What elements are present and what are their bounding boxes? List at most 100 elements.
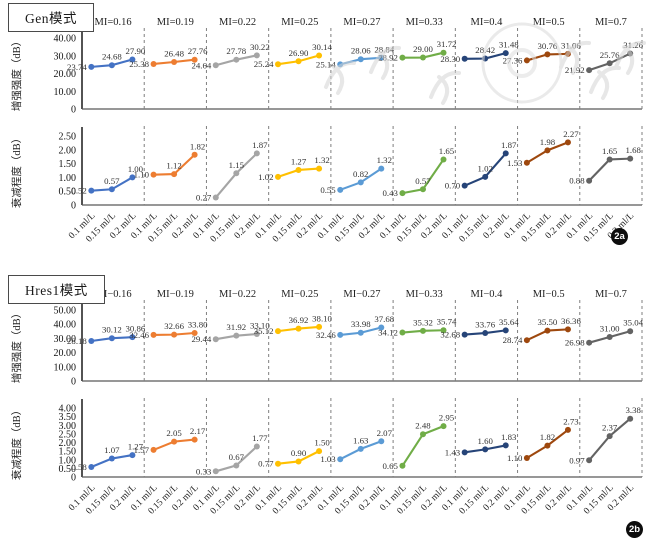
data-label: 0.65 xyxy=(383,461,399,471)
data-point xyxy=(586,67,593,74)
data-point xyxy=(502,50,509,57)
data-point xyxy=(129,334,136,341)
data-point xyxy=(212,194,219,201)
data-label: 27.76 xyxy=(188,46,208,56)
data-point xyxy=(129,174,136,181)
data-point xyxy=(337,331,344,338)
data-point xyxy=(88,463,95,470)
data-label: 1.15 xyxy=(229,160,245,170)
group-title: MI−0.19 xyxy=(157,289,194,300)
panel-hres1-mode-label: Hres1模式 xyxy=(8,275,105,304)
data-point xyxy=(150,60,157,67)
data-label: 0.57 xyxy=(415,176,431,186)
data-point xyxy=(482,330,489,337)
y-tick-label: 2.50 xyxy=(59,132,77,143)
data-label: 25.38 xyxy=(129,59,149,69)
panel-gen-chart: MI=0.16 MI=0.19 MI=0.22 MI=0.25 MI=0.27 MI=0.… xyxy=(10,17,646,245)
data-point xyxy=(212,336,219,343)
data-point xyxy=(275,328,281,335)
data-label: 33.98 xyxy=(351,319,371,329)
panel-gen-badge: 2a xyxy=(611,228,628,245)
data-label: 31.92 xyxy=(226,322,246,332)
data-point xyxy=(461,449,468,456)
data-point xyxy=(108,186,115,193)
group-title: MI=0.27 xyxy=(343,17,380,28)
data-label: 24.68 xyxy=(102,52,122,62)
data-point xyxy=(191,56,198,63)
data-label: 26.90 xyxy=(289,48,309,58)
data-label: 32.46 xyxy=(129,330,149,340)
data-label: 29.00 xyxy=(413,44,433,54)
group-title: MI−0.4 xyxy=(470,289,503,300)
data-point xyxy=(523,455,530,462)
data-point xyxy=(357,179,364,186)
data-label: 25.24 xyxy=(254,59,274,69)
data-point xyxy=(586,339,593,346)
data-label: 25.14 xyxy=(316,59,336,69)
group-title: MI−0.25 xyxy=(281,289,318,300)
data-label: 1.82 xyxy=(540,432,555,442)
data-label: 35.12 xyxy=(254,326,274,336)
group-title: MI−0.16 xyxy=(95,289,132,300)
y-tick-label: 0 xyxy=(71,201,76,212)
y-axis-label: 增强强度（dB） xyxy=(10,308,23,383)
data-point xyxy=(253,330,260,337)
data-point xyxy=(295,58,302,65)
data-point xyxy=(461,182,468,189)
group-title: MI−0.22 xyxy=(219,289,256,300)
group-title: MI−0.7 xyxy=(595,289,627,300)
data-label: 1.87 xyxy=(501,140,517,150)
group-title: MI−0.27 xyxy=(343,289,380,300)
data-label: 1.87 xyxy=(252,140,268,150)
data-label: 24.64 xyxy=(191,60,211,70)
y-tick-label: 40.00 xyxy=(54,320,77,331)
y-axis-label: 增强强度（dB） xyxy=(10,36,23,111)
panel-hres1-chart: MI−0.16 MI−0.19 MI−0.22 MI−0.25 MI−0.27 MI−0.… xyxy=(10,289,644,517)
data-point xyxy=(191,151,198,158)
y-tick-label: 30.00 xyxy=(54,51,77,62)
y-tick-label: 2.50 xyxy=(59,429,77,440)
data-label: 0.58 xyxy=(71,462,87,472)
data-point xyxy=(564,426,571,433)
y-tick-label: 0.50 xyxy=(59,187,77,198)
data-point xyxy=(627,415,634,422)
data-label: 2.07 xyxy=(377,428,393,438)
data-label: 36.36 xyxy=(561,316,581,326)
data-label: 26.48 xyxy=(164,48,184,58)
data-label: 38.10 xyxy=(312,313,332,323)
data-label: 1.68 xyxy=(625,145,641,155)
data-point xyxy=(482,173,489,180)
data-label: 35.74 xyxy=(437,317,457,327)
data-label: 0.70 xyxy=(445,181,461,191)
data-point xyxy=(212,62,219,69)
data-point xyxy=(627,155,634,162)
data-label: 1.27 xyxy=(128,442,144,452)
data-label: 30.14 xyxy=(312,42,332,52)
data-point xyxy=(502,442,509,449)
data-label: 1.82 xyxy=(190,141,205,151)
data-label: 28.18 xyxy=(67,336,87,346)
data-label: 27.90 xyxy=(126,46,146,56)
data-label: 1.65 xyxy=(602,146,618,156)
watermark xyxy=(324,22,646,105)
group-title: MI−0.33 xyxy=(406,289,443,300)
data-label: 1.60 xyxy=(477,436,493,446)
data-point xyxy=(316,52,323,59)
data-label: 32.68 xyxy=(440,330,460,340)
data-point xyxy=(523,57,530,64)
data-label: 1.43 xyxy=(445,447,461,457)
data-point xyxy=(108,62,115,69)
data-label: 35.50 xyxy=(538,317,558,327)
group-title: MI=0.5 xyxy=(533,17,565,28)
data-label: 1.50 xyxy=(314,438,330,448)
data-point xyxy=(399,329,406,336)
data-point xyxy=(212,468,219,475)
data-point xyxy=(129,452,136,459)
panel-hres1-badge: 2b xyxy=(626,521,643,538)
data-point xyxy=(523,337,530,344)
data-point xyxy=(275,61,281,68)
data-label: 35.04 xyxy=(623,318,643,328)
panel-gen: Gen模式 MI=0.16 MI=0.19 MI=0.22 MI=0.25 MI=0.2… xyxy=(8,3,646,245)
data-point xyxy=(337,456,344,463)
